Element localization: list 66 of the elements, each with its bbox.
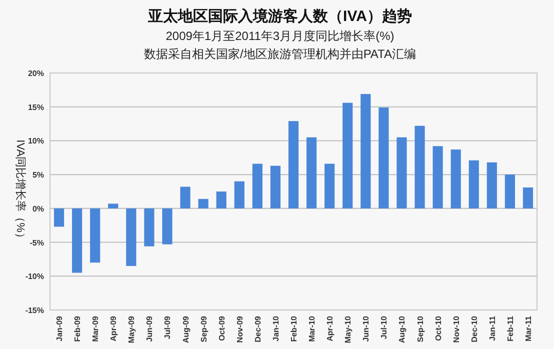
bar — [108, 204, 118, 208]
y-tick-label: 5% — [32, 170, 44, 180]
bar — [126, 208, 136, 266]
bar — [414, 126, 425, 208]
bar — [72, 208, 82, 273]
y-axis-title: IVA同比增长率（%） — [14, 140, 27, 244]
x-tick-label: Aug-09 — [181, 315, 190, 344]
x-tick-label: Feb-10 — [290, 315, 298, 342]
x-tick-label: Dec-10 — [470, 315, 479, 342]
x-tick-label: Mar-09 — [91, 315, 100, 342]
chart-subtitle: 2009年1月至2011年3月月度同比增长率(%) — [166, 29, 394, 43]
x-tick-label: Nov-10 — [452, 315, 461, 343]
bar — [90, 208, 100, 263]
x-tick-label: May-09 — [127, 315, 136, 344]
x-tick-label: Dec-09 — [253, 315, 262, 342]
bar — [468, 160, 479, 208]
x-tick-label: Jan-09 — [55, 315, 64, 342]
x-tick-label: Jun-09 — [145, 315, 154, 342]
bar — [198, 198, 208, 208]
x-tick-label: Apr-10 — [326, 315, 335, 342]
x-tick-label: Aug-10 — [398, 315, 407, 344]
x-tick-label: Oct-09 — [217, 315, 226, 341]
y-tick-label: -10% — [25, 272, 44, 282]
bar — [450, 150, 461, 208]
bar — [378, 108, 389, 208]
x-tick-label: May-10 — [344, 315, 353, 344]
x-tick-label: Jan-11 — [488, 315, 497, 341]
y-tick-label: 0% — [32, 204, 44, 214]
x-tick-label: Jan-10 — [271, 315, 280, 342]
bar — [144, 208, 154, 246]
bar — [360, 94, 371, 208]
y-tick-label: 10% — [28, 136, 44, 146]
x-tick-label: Sep-09 — [199, 315, 208, 342]
x-tick-label: Jun-10 — [362, 315, 371, 342]
y-tick-label: 15% — [28, 102, 44, 112]
x-tick-label: Sep-10 — [416, 315, 425, 342]
bar — [54, 208, 64, 227]
bar — [504, 174, 515, 208]
bar — [396, 137, 407, 208]
x-tick-label: Nov-09 — [235, 315, 244, 343]
x-tick-label: Mar-11 — [524, 315, 533, 342]
bar — [252, 164, 262, 208]
bar — [216, 192, 226, 208]
bar — [234, 181, 244, 208]
y-tick-label: -15% — [25, 306, 44, 315]
y-tick-label: -5% — [30, 238, 44, 248]
x-tick-label: Mar-10 — [308, 315, 317, 342]
x-tick-label: Feb-09 — [73, 315, 82, 342]
bar — [270, 166, 281, 208]
y-tick-label: 20% — [28, 69, 44, 78]
bar — [288, 121, 299, 208]
bar — [432, 146, 443, 208]
bar — [180, 186, 190, 208]
bar — [306, 137, 317, 208]
x-tick-label: Apr-09 — [109, 315, 118, 342]
bar — [486, 162, 497, 208]
chart-title: 亚太地区国际入境游客人数（IVA）趋势 — [147, 7, 412, 25]
x-tick-label: Jul-10 — [380, 315, 389, 340]
x-tick-label: Feb-11 — [506, 315, 515, 342]
x-tick-label: Jul-09 — [163, 315, 172, 340]
bar — [324, 164, 335, 208]
bar — [162, 208, 172, 244]
text: 数据采自相关国家/地区旅游管理机构并由PATA汇编 — [144, 47, 416, 61]
x-tick-label: Oct-10 — [434, 315, 443, 341]
bar — [342, 102, 353, 208]
bar — [522, 187, 534, 208]
